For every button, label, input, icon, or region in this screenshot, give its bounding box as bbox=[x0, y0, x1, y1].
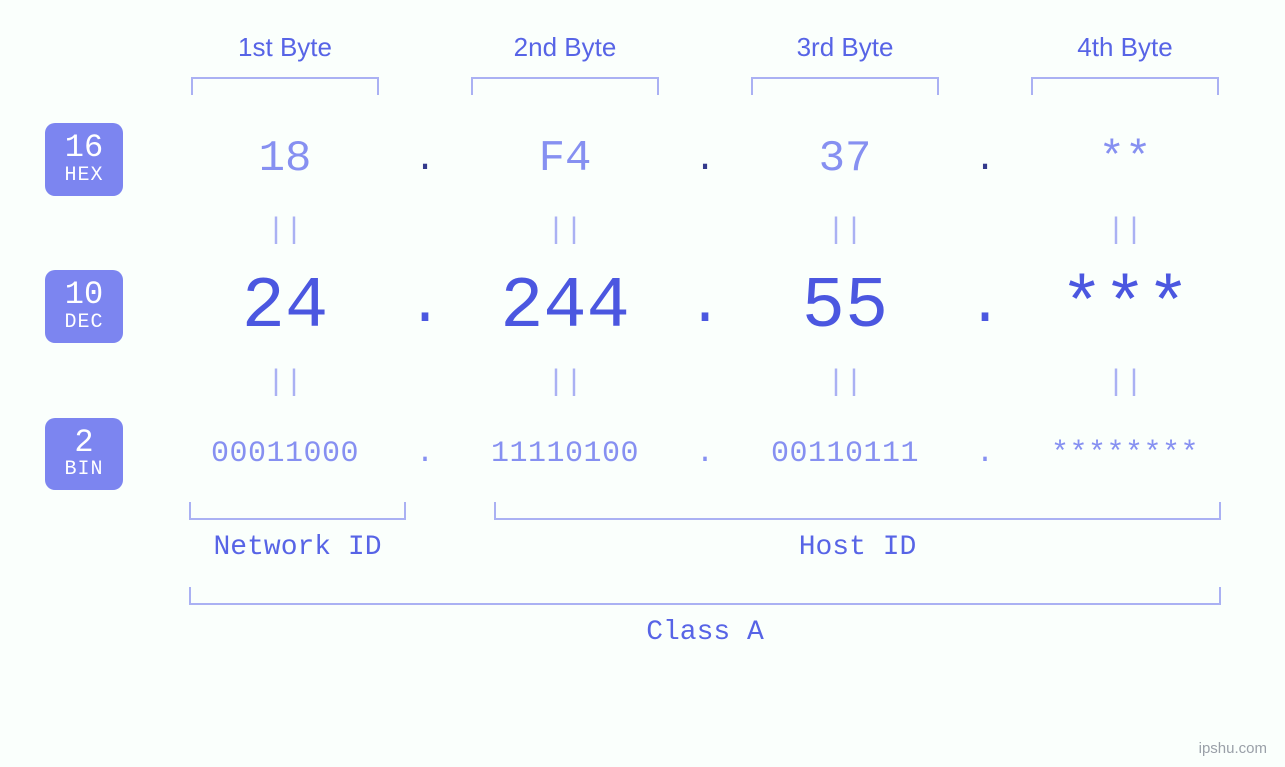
equals-row-1: || || || || bbox=[45, 214, 1245, 248]
ip-diagram: 1st Byte 2nd Byte 3rd Byte 4th Byte bbox=[45, 32, 1245, 648]
dot: . bbox=[685, 139, 725, 180]
dot: . bbox=[405, 437, 445, 471]
equals-icon: || bbox=[445, 214, 685, 248]
equals-icon: || bbox=[1005, 214, 1245, 248]
dec-byte-3: 55 bbox=[725, 266, 965, 348]
hex-byte-2: F4 bbox=[445, 134, 685, 184]
dot: . bbox=[965, 139, 1005, 180]
dot: . bbox=[685, 274, 725, 339]
dot: . bbox=[965, 274, 1005, 339]
host-id-group: Host ID bbox=[470, 502, 1245, 563]
equals-icon: || bbox=[725, 366, 965, 400]
hex-badge: 16 HEX bbox=[45, 123, 123, 196]
dot: . bbox=[965, 437, 1005, 471]
equals-row-2: || || || || bbox=[45, 366, 1245, 400]
bin-byte-2: 11110100 bbox=[445, 437, 685, 471]
network-id-group: Network ID bbox=[165, 502, 430, 563]
dec-byte-1: 24 bbox=[165, 266, 405, 348]
byte-headers-row: 1st Byte 2nd Byte 3rd Byte 4th Byte bbox=[45, 32, 1245, 95]
dot: . bbox=[405, 274, 445, 339]
byte-header-3: 3rd Byte bbox=[725, 32, 965, 95]
watermark: ipshu.com bbox=[1199, 740, 1267, 757]
hex-byte-4: ** bbox=[1005, 134, 1245, 184]
class-bracket bbox=[189, 587, 1221, 605]
bin-badge: 2 BIN bbox=[45, 418, 123, 491]
hex-byte-3: 37 bbox=[725, 134, 965, 184]
hex-byte-1: 18 bbox=[165, 134, 405, 184]
byte-header-2: 2nd Byte bbox=[445, 32, 685, 95]
dec-badge: 10 DEC bbox=[45, 270, 123, 343]
dec-row: 10 DEC 24 . 244 . 55 . *** bbox=[45, 266, 1245, 348]
bin-byte-4: ******** bbox=[1005, 437, 1245, 471]
bin-row: 2 BIN 00011000 . 11110100 . 00110111 . *… bbox=[45, 418, 1245, 491]
bin-byte-1: 00011000 bbox=[165, 437, 405, 471]
equals-icon: || bbox=[1005, 366, 1245, 400]
equals-icon: || bbox=[725, 214, 965, 248]
bin-byte-3: 00110111 bbox=[725, 437, 965, 471]
hex-row: 16 HEX 18 . F4 . 37 . ** bbox=[45, 123, 1245, 196]
class-bracket-row: Class A bbox=[45, 587, 1245, 648]
dec-byte-2: 244 bbox=[445, 266, 685, 348]
equals-icon: || bbox=[445, 366, 685, 400]
dot: . bbox=[685, 437, 725, 471]
byte-header-4: 4th Byte bbox=[1005, 32, 1245, 95]
class-label: Class A bbox=[189, 617, 1221, 648]
dot: . bbox=[405, 139, 445, 180]
equals-icon: || bbox=[165, 366, 405, 400]
dec-byte-4: *** bbox=[1005, 266, 1245, 348]
equals-icon: || bbox=[165, 214, 405, 248]
id-brackets-row: Network ID Host ID bbox=[45, 502, 1245, 563]
byte-header-1: 1st Byte bbox=[165, 32, 405, 95]
